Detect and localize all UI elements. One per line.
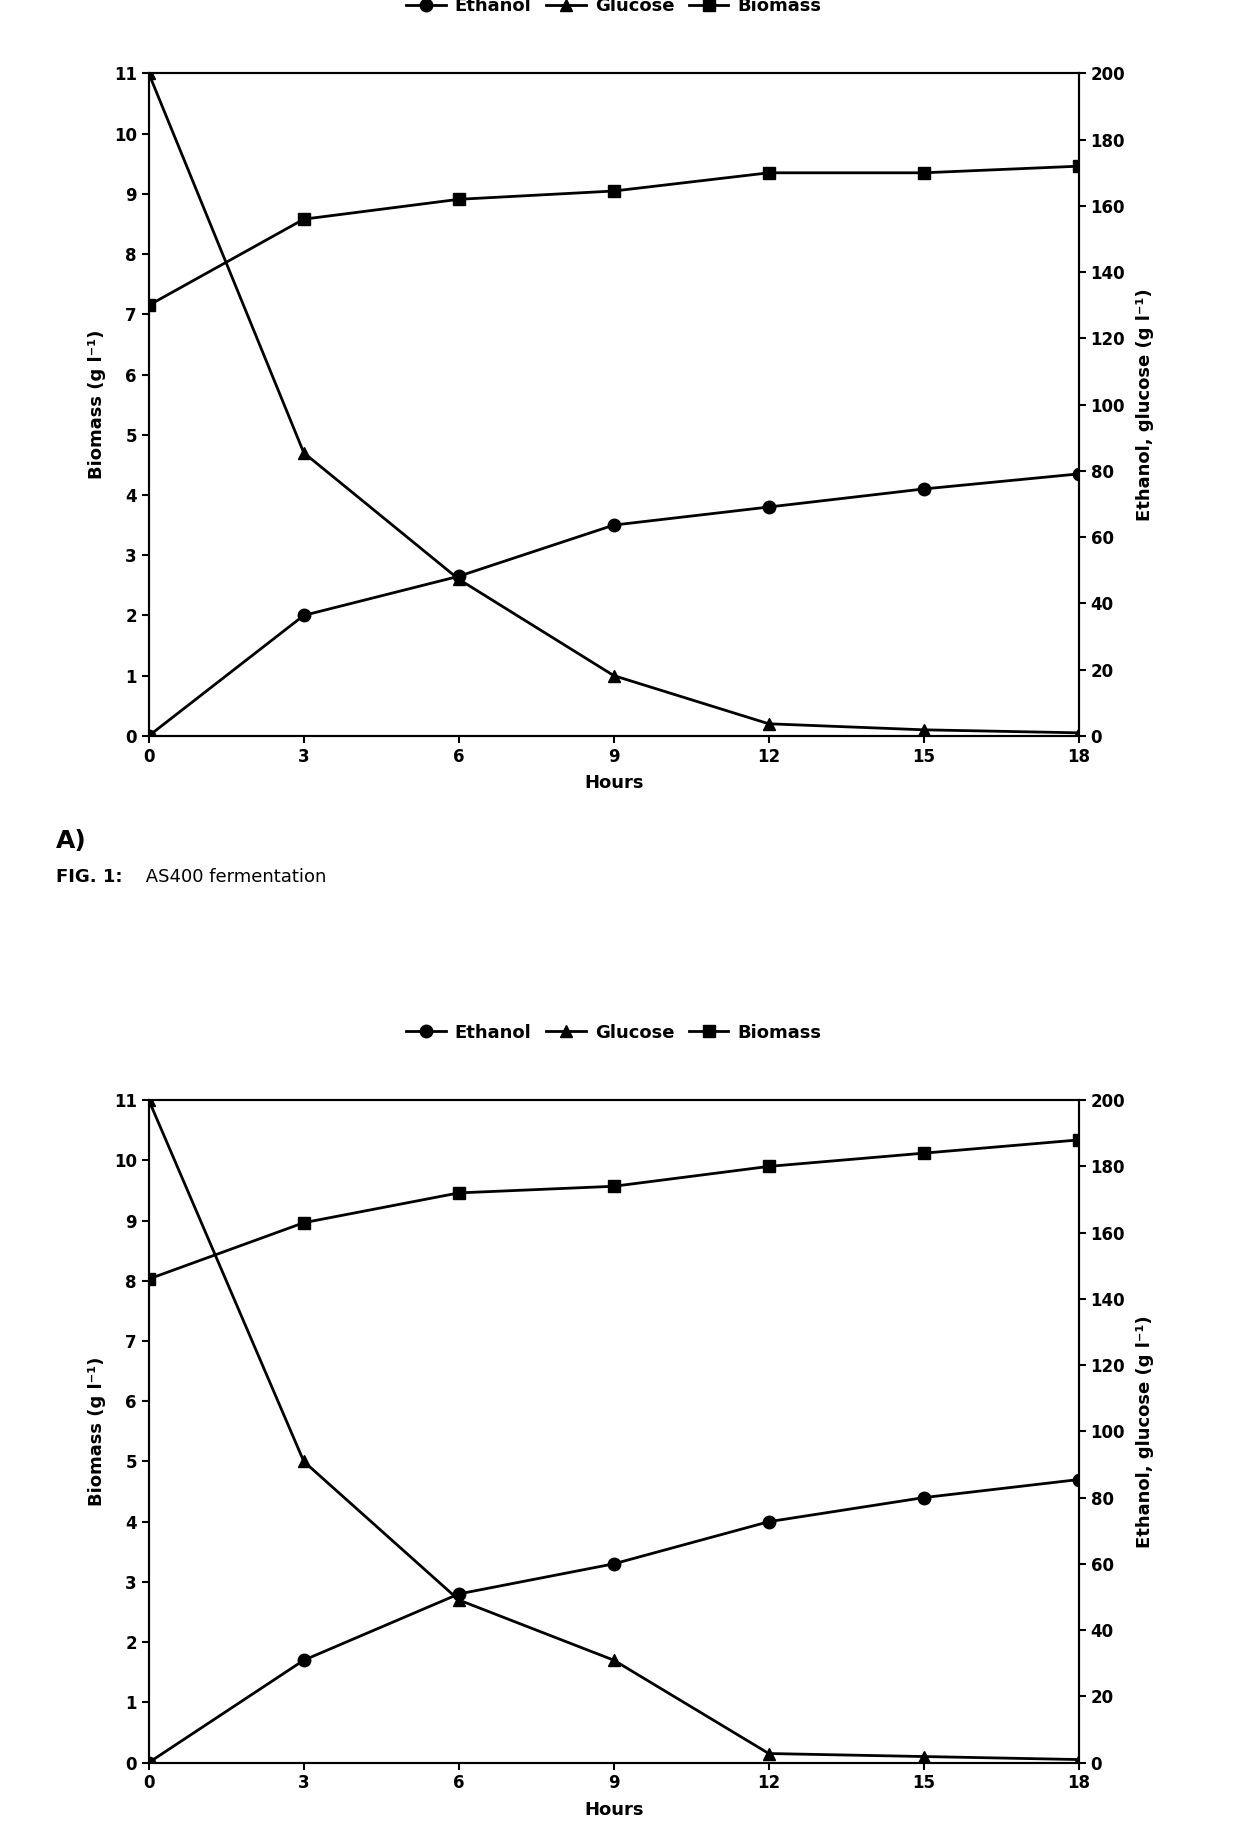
- Glucose: [761, 712, 776, 734]
- Biomass: [916, 1142, 931, 1164]
- Y-axis label: Ethanol, glucose (g l⁻¹): Ethanol, glucose (g l⁻¹): [1136, 1315, 1154, 1548]
- Glucose: [451, 1588, 466, 1610]
- Biomass: [1071, 1129, 1086, 1151]
- Biomass: [296, 207, 311, 230]
- Ethanol: [1071, 1469, 1086, 1491]
- Ethanol: [1071, 463, 1086, 485]
- Biomass: [451, 1182, 466, 1204]
- Legend: Ethanol, Glucose, Biomass: Ethanol, Glucose, Biomass: [399, 1017, 828, 1048]
- Ethanol: [296, 1649, 311, 1671]
- Ethanol: [761, 496, 776, 518]
- Ethanol: [761, 1511, 776, 1533]
- Ethanol: [141, 725, 156, 747]
- Ethanol: [141, 1752, 156, 1774]
- Glucose: [451, 569, 466, 591]
- Glucose: [761, 1742, 776, 1764]
- Biomass: [141, 294, 156, 316]
- Ethanol: [296, 604, 311, 626]
- Line: Biomass: Biomass: [143, 1133, 1085, 1285]
- Glucose: [606, 665, 621, 687]
- Y-axis label: Biomass (g l⁻¹): Biomass (g l⁻¹): [88, 1357, 105, 1506]
- Line: Biomass: Biomass: [143, 160, 1085, 312]
- Ethanol: [606, 514, 621, 536]
- Text: AS400 fermentation: AS400 fermentation: [140, 868, 327, 887]
- Text: FIG. 1:: FIG. 1:: [56, 868, 123, 887]
- Glucose: [141, 1089, 156, 1111]
- Glucose: [1071, 722, 1086, 744]
- Biomass: [606, 1175, 621, 1197]
- Biomass: [141, 1269, 156, 1291]
- Ethanol: [916, 1487, 931, 1509]
- Ethanol: [916, 477, 931, 499]
- Ethanol: [451, 1583, 466, 1605]
- Y-axis label: Biomass (g l⁻¹): Biomass (g l⁻¹): [88, 330, 105, 479]
- Biomass: [606, 180, 621, 202]
- X-axis label: Hours: Hours: [584, 775, 644, 791]
- Biomass: [1071, 156, 1086, 178]
- Biomass: [761, 1155, 776, 1177]
- X-axis label: Hours: Hours: [584, 1801, 644, 1819]
- Ethanol: [451, 565, 466, 588]
- Legend: Ethanol, Glucose, Biomass: Ethanol, Glucose, Biomass: [399, 0, 828, 22]
- Biomass: [761, 162, 776, 184]
- Glucose: [296, 1450, 311, 1472]
- Line: Glucose: Glucose: [143, 68, 1085, 740]
- Glucose: [1071, 1748, 1086, 1770]
- Biomass: [451, 189, 466, 211]
- Ethanol: [606, 1553, 621, 1575]
- Biomass: [296, 1212, 311, 1234]
- Glucose: [606, 1649, 621, 1671]
- Line: Ethanol: Ethanol: [143, 468, 1085, 742]
- Glucose: [916, 1746, 931, 1768]
- Text: A): A): [56, 828, 87, 852]
- Glucose: [916, 720, 931, 742]
- Glucose: [296, 442, 311, 465]
- Biomass: [916, 162, 931, 184]
- Y-axis label: Ethanol, glucose (g l⁻¹): Ethanol, glucose (g l⁻¹): [1136, 288, 1154, 521]
- Glucose: [141, 62, 156, 84]
- Line: Ethanol: Ethanol: [143, 1472, 1085, 1768]
- Line: Glucose: Glucose: [143, 1094, 1085, 1766]
